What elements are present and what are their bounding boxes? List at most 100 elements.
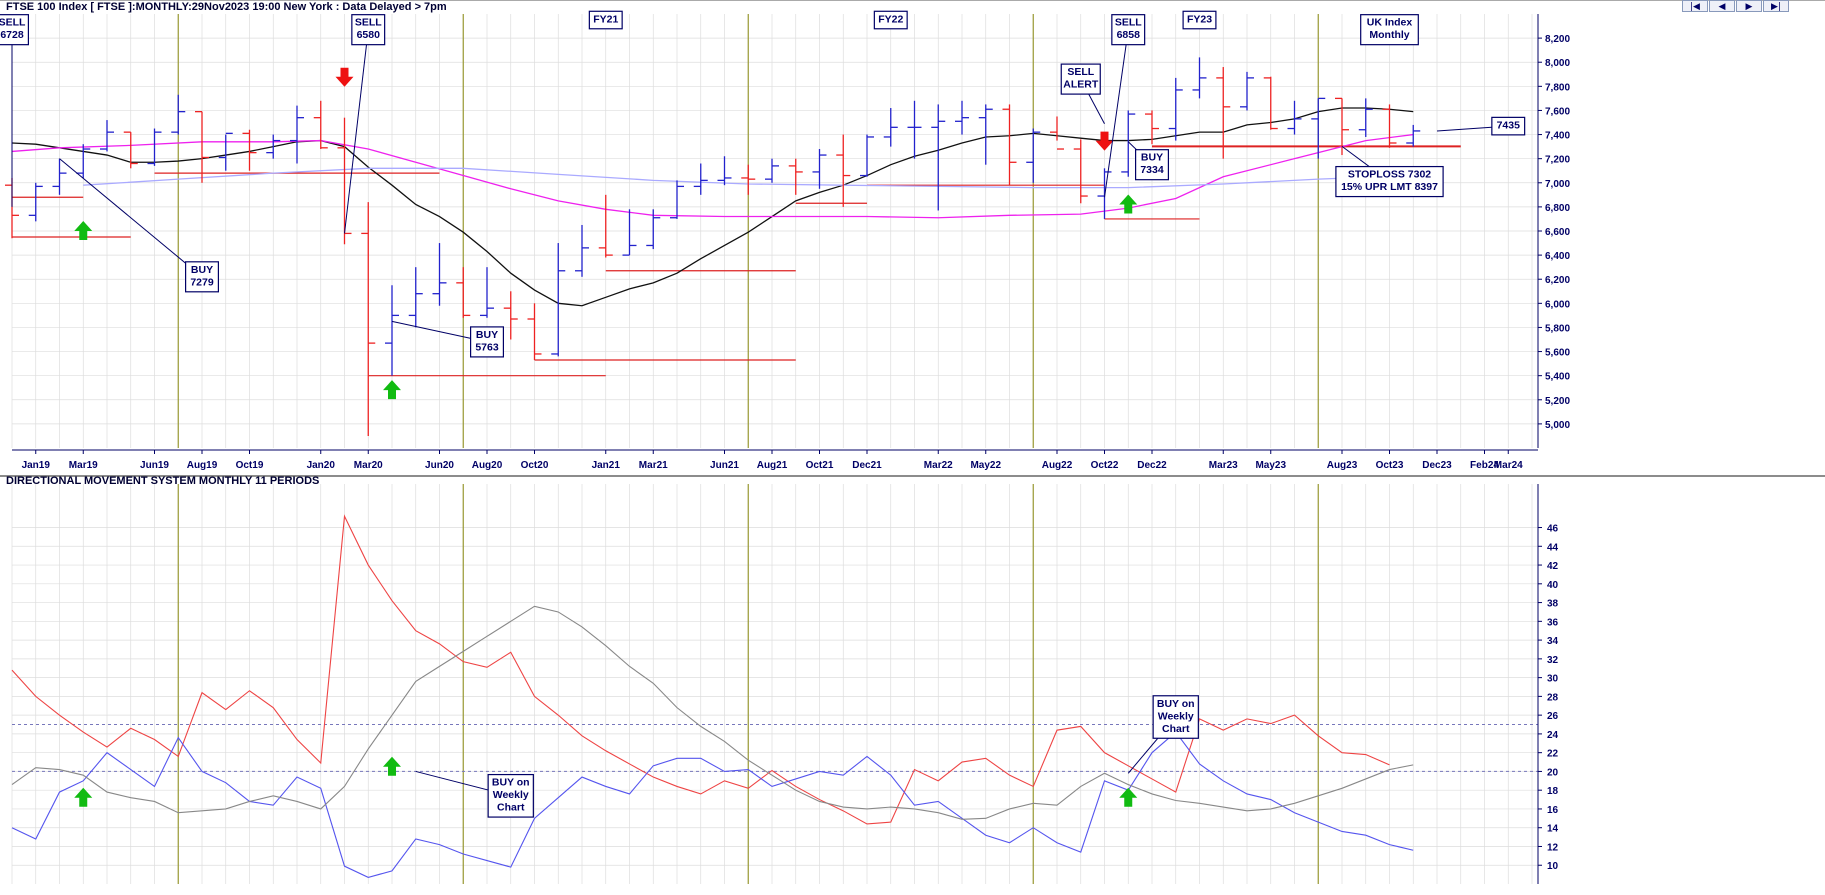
y-tick-label: 28 (1547, 692, 1559, 703)
annotation-box (588, 10, 623, 30)
ohlc-bar (1335, 97, 1349, 156)
annotation-text: FY23 (1187, 13, 1212, 25)
ohlc-bar (765, 158, 779, 183)
y-tick-label: 30 (1547, 674, 1559, 685)
ohlc-bar (337, 117, 352, 245)
ohlc-bar (408, 267, 423, 328)
ohlc-bar (622, 209, 637, 256)
y-tick-label: 44 (1547, 542, 1559, 553)
nav-prev-button[interactable]: ◀ (1709, 0, 1735, 12)
ohlc-bar (788, 158, 803, 195)
ohlc-bar (266, 134, 281, 159)
annotation-box (1060, 63, 1101, 95)
price-panel-background (0, 0, 1825, 1)
ohlc-bar (670, 180, 684, 219)
up-arrow-icon (1119, 787, 1138, 807)
ohlc-bar (717, 156, 732, 186)
ohlc-bar (1168, 77, 1183, 141)
y-tick-label: 38 (1547, 599, 1559, 610)
x-tick-label: Jan21 (592, 460, 621, 471)
ohlc-bar (575, 224, 589, 277)
ohlc-bar (693, 163, 708, 195)
dmi-signal-arrows (74, 756, 1138, 807)
x-tick-label: Jan20 (307, 460, 336, 471)
x-tick-label: Aug19 (187, 460, 218, 471)
x-tick-label: Dec21 (852, 460, 882, 471)
annotation-text: 6580 (357, 29, 381, 41)
up-arrow-icon (1119, 194, 1138, 214)
x-tick-label: Mar21 (639, 460, 668, 471)
up-arrow-icon (74, 787, 93, 807)
annotation-box (351, 14, 386, 46)
annotation-text: Weekly (493, 789, 529, 801)
ohlc-bar (1311, 97, 1326, 159)
ohlc-bar (1240, 71, 1254, 111)
ohlc-bar (883, 108, 898, 147)
annotation-box (1491, 116, 1526, 136)
price-chart-title: FTSE 100 Index [ FTSE ]:MONTHLY:29Nov202… (6, 1, 447, 13)
y-tick-label: 7,200 (1545, 155, 1570, 166)
y-tick-label: 12 (1547, 842, 1559, 853)
ohlc-bar (1406, 124, 1421, 147)
ohlc-bar (195, 111, 209, 183)
annotation-leader (1104, 29, 1129, 198)
ohlc-bar (1263, 76, 1278, 130)
x-tick-label: Oct20 (521, 460, 549, 471)
y-tick-label: 5,600 (1545, 348, 1570, 359)
annotation-fy22: FY22 (873, 10, 908, 30)
ohlc-bar (1073, 139, 1088, 204)
annotation-leader (59, 158, 203, 278)
ohlc-bar (1192, 57, 1207, 99)
annotation-text: 7334 (1140, 164, 1164, 176)
ohlc-bar (860, 134, 874, 177)
y-tick-label: 7,800 (1545, 82, 1570, 93)
x-tick-label: Mar24 (1494, 460, 1523, 471)
annotation-text: UK Index (1367, 17, 1413, 29)
nav-last-button[interactable]: ▶| (1763, 0, 1789, 12)
x-tick-label: Aug22 (1042, 460, 1073, 471)
y-tick-label: 6,400 (1545, 251, 1570, 262)
annotation-box (487, 773, 534, 818)
y-tick-label: 6,000 (1545, 299, 1570, 310)
annotation-fy21: FY21 (588, 10, 623, 30)
price-y-axis: 5,000 5,200 5,400 5,600 5,800 6,000 6,200 6,400… (1537, 14, 1570, 448)
annotation-box (1360, 14, 1419, 46)
y-tick-label: 6,200 (1545, 275, 1570, 286)
ohlc-bar (527, 303, 542, 360)
ohlc-bar (1382, 104, 1397, 148)
annotation-text: 5763 (475, 341, 499, 353)
y-tick-label: 5,200 (1545, 396, 1570, 407)
ohlc-bar (1121, 110, 1136, 177)
price-signal-arrows (74, 67, 1138, 400)
dmi-line-adx (11, 605, 1414, 820)
nav-next-button[interactable]: ▶ (1736, 0, 1762, 12)
ohlc-bar (931, 104, 946, 211)
x-tick-label: Jan19 (22, 460, 51, 471)
y-tick-label: 36 (1547, 617, 1559, 628)
annotation-text: BUY on (492, 777, 530, 789)
ohlc-bar (100, 120, 114, 152)
nav-first-button[interactable]: |◀ (1682, 0, 1708, 12)
x-tick-label: Jun19 (140, 460, 169, 471)
x-tick-label: Oct21 (806, 460, 834, 471)
annotation-text: Chart (1162, 723, 1190, 735)
ohlc-bar (836, 134, 851, 207)
annotation-7435: 7435 (1436, 116, 1526, 136)
x-tick-label: May22 (970, 460, 1001, 471)
ohlc-bar (28, 182, 43, 222)
annotation-text: 7279 (190, 276, 214, 288)
ohlc-bar (741, 164, 756, 195)
y-tick-label: 22 (1547, 749, 1559, 760)
x-tick-label: Dec22 (1137, 460, 1167, 471)
y-tick-label: 8,000 (1545, 58, 1570, 69)
ohlc-bar (551, 243, 566, 357)
y-tick-label: 20 (1547, 767, 1559, 778)
annotation-text: Monthly (1369, 29, 1409, 41)
x-tick-label: Oct22 (1091, 460, 1119, 471)
annotation-text: 6728 (0, 29, 24, 41)
